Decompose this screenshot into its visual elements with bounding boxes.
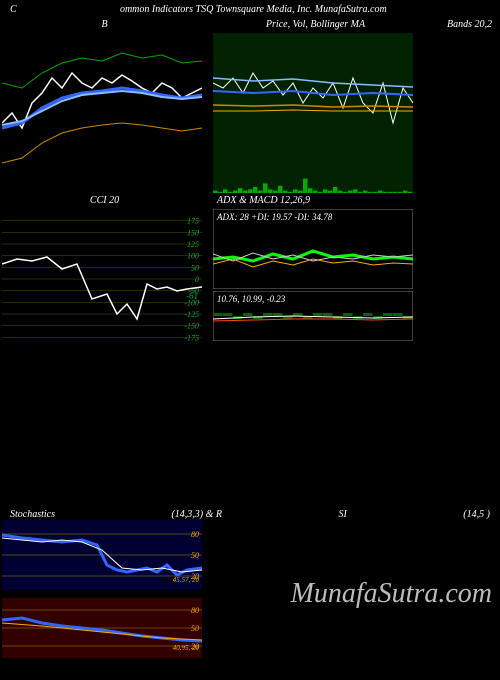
chart-b: [213, 33, 413, 193]
panel-price-left: B: [2, 19, 207, 193]
rsi-label: SI: [338, 509, 346, 520]
rsi-params: (14,5 ): [463, 509, 490, 520]
svg-text:-61: -61: [186, 291, 198, 301]
svg-text:100: 100: [187, 252, 199, 261]
chart-macd: 10.76, 10.99, -0.23: [213, 291, 413, 341]
svg-text:-125: -125: [184, 310, 199, 319]
stoch-params: (14,3,3) & R: [171, 509, 222, 520]
chart-cci: 175150125100500-50-100-125-150-175-61: [2, 209, 202, 349]
svg-text:-150: -150: [184, 322, 199, 331]
svg-text:0: 0: [195, 275, 199, 284]
chart-a: [2, 33, 202, 193]
watermark: MunafaSutra.com: [291, 578, 492, 610]
stoch-label: Stochastics: [10, 509, 55, 520]
svg-text:175: 175: [187, 217, 199, 226]
panel-cci: CCI 20 175150125100500-50-100-125-150-17…: [2, 195, 207, 349]
row-stoch: 80502045.57, 20 80502040.95, 20: [0, 520, 209, 658]
row-indicators: CCI 20 175150125100500-50-100-125-150-17…: [0, 195, 500, 349]
row-stoch-title: Stochastics (14,3,3) & R SI (14,5 ): [0, 509, 500, 520]
panel-bands-label: Bands 20,2: [424, 19, 498, 193]
header-center: ommon Indicators TSQ Townsquare Media, I…: [17, 4, 490, 15]
chart-adx: ADX: 28 +DI: 19.57 -DI: 34.78: [213, 209, 413, 289]
chart-rsi: 80502040.95, 20: [2, 598, 202, 658]
bands-label: Bands 20,2: [424, 19, 498, 33]
svg-text:-175: -175: [184, 333, 199, 342]
svg-text:125: 125: [187, 240, 199, 249]
header-left: C: [10, 4, 17, 15]
panel-a-title: B: [2, 19, 207, 33]
panel-d-title: CCI 20 ADX & MACD 12,26,9: [213, 195, 418, 209]
macd-suffix: & MACD 12,26,9: [239, 195, 310, 206]
row-price: B Price, Vol, Bollinger MA Bands 20,2: [0, 19, 500, 193]
svg-text:150: 150: [187, 228, 199, 237]
panel-b-title: Price, Vol, Bollinger MA: [213, 19, 418, 33]
svg-text:80: 80: [191, 530, 199, 539]
svg-text:45.57, 20: 45.57, 20: [173, 576, 200, 584]
svg-text:50: 50: [191, 624, 199, 633]
svg-text:10.76, 10.99, -0.23: 10.76, 10.99, -0.23: [217, 294, 286, 304]
panel-c-title: CCI 20: [2, 195, 207, 209]
page-header: C ommon Indicators TSQ Townsquare Media,…: [0, 0, 500, 19]
gap: [0, 349, 500, 509]
chart-stochastics: 80502045.57, 20: [2, 520, 202, 590]
panel-price-right: Price, Vol, Bollinger MA: [213, 19, 418, 193]
svg-text:50: 50: [191, 263, 199, 272]
panel-adx-macd: CCI 20 ADX & MACD 12,26,9 ADX: 28 +DI: 1…: [213, 195, 418, 349]
adx-prefix: ADX: [217, 195, 236, 206]
svg-text:ADX: 28 +DI: 19.57 -DI: 34.78: ADX: 28 +DI: 19.57 -DI: 34.78: [216, 212, 333, 222]
svg-text:40.95, 20: 40.95, 20: [173, 644, 200, 652]
svg-text:80: 80: [191, 606, 199, 615]
svg-text:50: 50: [191, 551, 199, 560]
